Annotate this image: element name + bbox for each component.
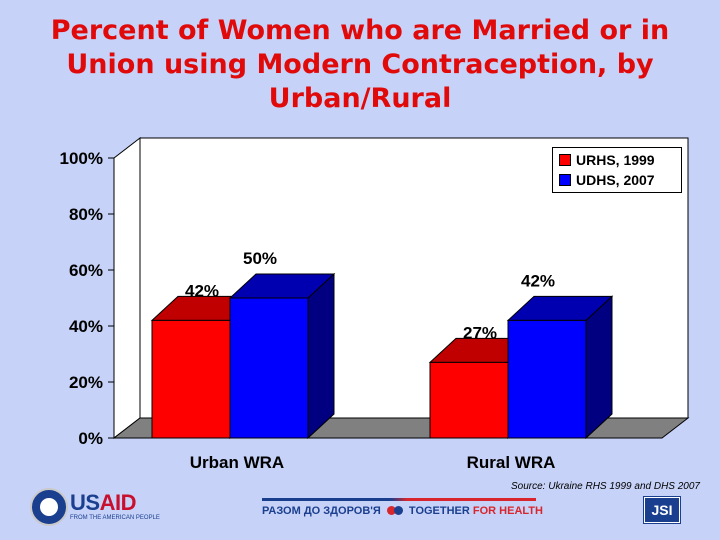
y-tick-label: 60%	[69, 261, 103, 280]
banner-for-health-text: FOR HEALTH	[472, 505, 543, 517]
category-label: Urban WRA	[190, 453, 284, 472]
banner-dot-icon	[386, 506, 396, 515]
data-label: 27%	[463, 323, 497, 342]
bar-0-1-side	[307, 272, 335, 440]
bar-1-0-front	[429, 361, 509, 439]
usaid-logo: USAID FROM THE AMERICAN PEOPLE	[30, 488, 180, 532]
bar-1-1-front	[507, 319, 587, 439]
title-line-1: Percent of Women who are Married or in	[50, 15, 670, 46]
data-label: 50%	[243, 249, 277, 268]
usaid-tagline: FROM THE AMERICAN PEOPLE	[70, 515, 160, 521]
legend-swatch-udhs	[559, 174, 571, 186]
usaid-seal-icon	[30, 488, 68, 526]
chart-legend: URHS, 1999 UDHS, 2007	[552, 147, 682, 193]
legend-label-udhs: UDHS, 2007	[576, 172, 655, 188]
bar-0-0-front	[151, 319, 231, 439]
source-note: Source: Ukraine RHS 1999 and DHS 2007	[511, 481, 700, 492]
banner-together-text: TOGETHER	[408, 505, 470, 517]
title-line-3: Urban/Rural	[268, 83, 452, 114]
data-label: 42%	[521, 271, 555, 290]
legend-item-udhs: UDHS, 2007	[559, 171, 655, 189]
legend-item-urhs: URHS, 1999	[559, 151, 655, 169]
bar-1-1-side	[585, 295, 613, 440]
chart-side-wall	[113, 136, 141, 440]
y-tick-label: 40%	[69, 317, 103, 336]
slide-title: Percent of Women who are Married or in U…	[0, 14, 720, 116]
together-for-health-banner: РАЗОМ ДО ЗДОРОВ'Я TOGETHER FOR HEALTH	[262, 498, 543, 520]
banner-ukrainian-text: РАЗОМ ДО ЗДОРОВ'Я	[262, 505, 381, 517]
y-tick-label: 20%	[69, 373, 103, 392]
y-tick-label: 0%	[78, 429, 103, 448]
jsi-logo: JSI	[643, 496, 681, 524]
data-label: 42%	[185, 281, 219, 300]
y-tick-label: 100%	[60, 149, 103, 168]
y-tick-label: 80%	[69, 205, 103, 224]
usaid-wordmark: USAID	[70, 490, 136, 515]
legend-label-urhs: URHS, 1999	[576, 152, 655, 168]
title-line-2: Union using Modern Contraception, by	[66, 49, 654, 80]
legend-swatch-urhs	[559, 154, 571, 166]
bar-0-1-front	[229, 297, 309, 439]
category-label: Rural WRA	[467, 453, 556, 472]
banner-dot-icon-2	[393, 506, 403, 515]
